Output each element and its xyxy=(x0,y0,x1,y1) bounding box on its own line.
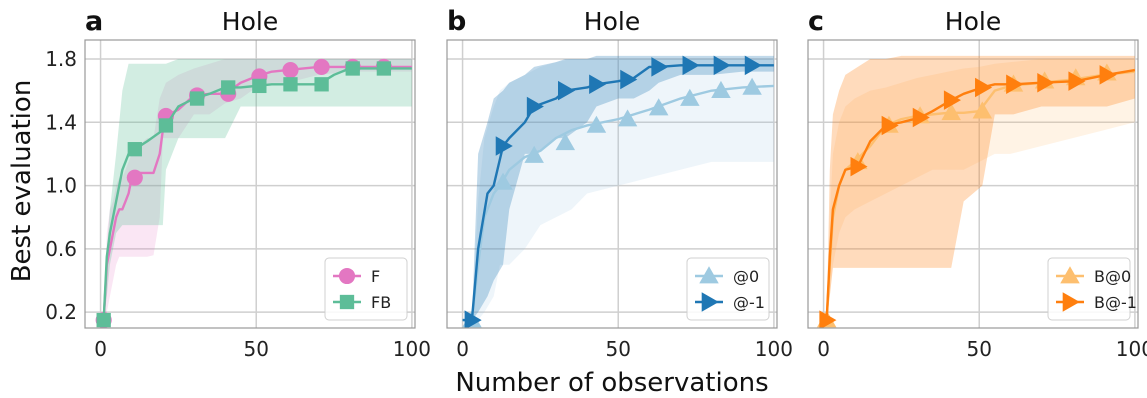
marker-B@-1 xyxy=(1037,72,1055,93)
marker-B@-1 xyxy=(912,107,930,128)
marker-B@0 xyxy=(972,101,993,119)
plot-frame xyxy=(84,39,416,329)
marker-B@-1 xyxy=(1099,65,1117,85)
marker-@-1 xyxy=(526,96,544,117)
marker-F xyxy=(313,58,330,75)
marker-@-1 xyxy=(495,136,513,156)
marker-FB xyxy=(189,91,205,106)
marker-B@-1 xyxy=(850,156,868,177)
marker-B@-1 xyxy=(1006,74,1024,95)
marker-B@-1 xyxy=(819,310,837,328)
marker-@0 xyxy=(742,77,762,95)
marker-FB xyxy=(127,142,142,157)
marker-F xyxy=(282,62,299,79)
panel-title: Hole xyxy=(584,7,640,36)
legend-marker xyxy=(1060,266,1080,284)
marker-FB xyxy=(376,61,392,76)
marker-B@-1 xyxy=(975,77,993,98)
marker-@-1 xyxy=(464,310,482,328)
marker-@0 xyxy=(648,98,669,116)
legend-marker xyxy=(338,267,356,285)
y-axis-label: Best evaluation xyxy=(7,80,37,283)
marker-@0 xyxy=(680,88,700,106)
x-tick-label: 100 xyxy=(393,337,431,361)
marker-B@-1 xyxy=(1068,71,1086,91)
legend-label: @-1 xyxy=(733,293,765,312)
x-tick-label: 0 xyxy=(817,337,830,361)
plot-frame xyxy=(807,39,1139,329)
x-tick-label: 100 xyxy=(1116,337,1147,361)
marker-B@0 xyxy=(941,103,961,121)
plot-area xyxy=(816,55,1136,328)
x-axis-label: Number of observations xyxy=(455,368,768,398)
band-F xyxy=(100,58,412,321)
band-@-1 xyxy=(462,55,774,321)
panel-title: Hole xyxy=(222,7,278,36)
panel-letter: b xyxy=(447,6,466,37)
marker-@-1 xyxy=(744,55,762,76)
x-tick-label: 0 xyxy=(456,337,469,361)
marker-B@-1 xyxy=(943,90,961,110)
x-tick-label: 100 xyxy=(755,337,793,361)
panel-a: 0 50 100 0.2 0.6 1.0 1.4 1.8 Hole a F FB xyxy=(45,6,431,361)
marker-FB xyxy=(221,80,236,95)
legend: @0@-1 xyxy=(686,257,770,321)
band-FB xyxy=(100,58,412,321)
x-tick-label: 0 xyxy=(94,337,107,361)
marker-F xyxy=(126,169,143,186)
plot-area xyxy=(462,55,774,328)
x-tick-label: 50 xyxy=(966,337,991,361)
y-tick-label: 0.6 xyxy=(45,237,77,261)
marker-@0 xyxy=(586,115,607,133)
band-@0 xyxy=(462,58,774,321)
band-B@0 xyxy=(823,58,1135,321)
legend-marker xyxy=(699,266,719,284)
legend-label: F xyxy=(371,267,380,286)
panel-c: 0 50 100 Hole c B@0 B@-1 xyxy=(807,6,1147,361)
marker-@0 xyxy=(617,109,638,127)
marker-FB xyxy=(283,77,298,92)
legend-marker xyxy=(1062,292,1080,312)
y-tick-label: 0.2 xyxy=(45,300,77,324)
marker-FB xyxy=(252,78,267,94)
legend-label: B@0 xyxy=(1094,267,1131,286)
legend-label: B@-1 xyxy=(1094,293,1137,312)
x-tick-label: 50 xyxy=(605,337,630,361)
y-tick-label: 1.0 xyxy=(45,174,77,198)
marker-FB xyxy=(158,118,174,133)
panel-title: Hole xyxy=(945,7,1001,36)
marker-@-1 xyxy=(713,55,731,76)
marker-@0 xyxy=(555,133,576,151)
marker-@-1 xyxy=(651,57,669,77)
legend-box xyxy=(324,257,408,321)
marker-@0 xyxy=(711,80,731,98)
legend-marker xyxy=(701,292,719,312)
y-tick-label: 1.4 xyxy=(45,110,77,134)
y-tick-label: 1.8 xyxy=(45,47,77,71)
marker-@0 xyxy=(493,172,513,190)
panels: 0 50 100 0.2 0.6 1.0 1.4 1.8 Hole a F FB 0 50 100 Hole b… xyxy=(45,6,1147,361)
marker-FB xyxy=(96,312,111,328)
legend: B@0 B@-1 xyxy=(1047,257,1137,321)
panel-letter: a xyxy=(85,6,103,37)
marker-@-1 xyxy=(589,74,607,95)
marker-@0 xyxy=(524,145,544,163)
marker-@-1 xyxy=(620,69,638,90)
legend: F FB xyxy=(324,257,408,321)
marker-FB xyxy=(345,61,360,76)
legend-marker xyxy=(339,294,355,310)
marker-B@-1 xyxy=(881,115,899,136)
legend-label: FB xyxy=(371,293,391,312)
x-tick-label: 50 xyxy=(243,337,268,361)
line-F xyxy=(100,65,412,322)
marker-@-1 xyxy=(682,55,700,76)
marker-FB xyxy=(314,77,329,92)
legend-label: @0 xyxy=(733,267,759,286)
panel-letter: c xyxy=(808,6,824,37)
marker-@-1 xyxy=(557,80,576,101)
plot-area xyxy=(95,58,412,328)
plot-frame xyxy=(446,39,778,329)
